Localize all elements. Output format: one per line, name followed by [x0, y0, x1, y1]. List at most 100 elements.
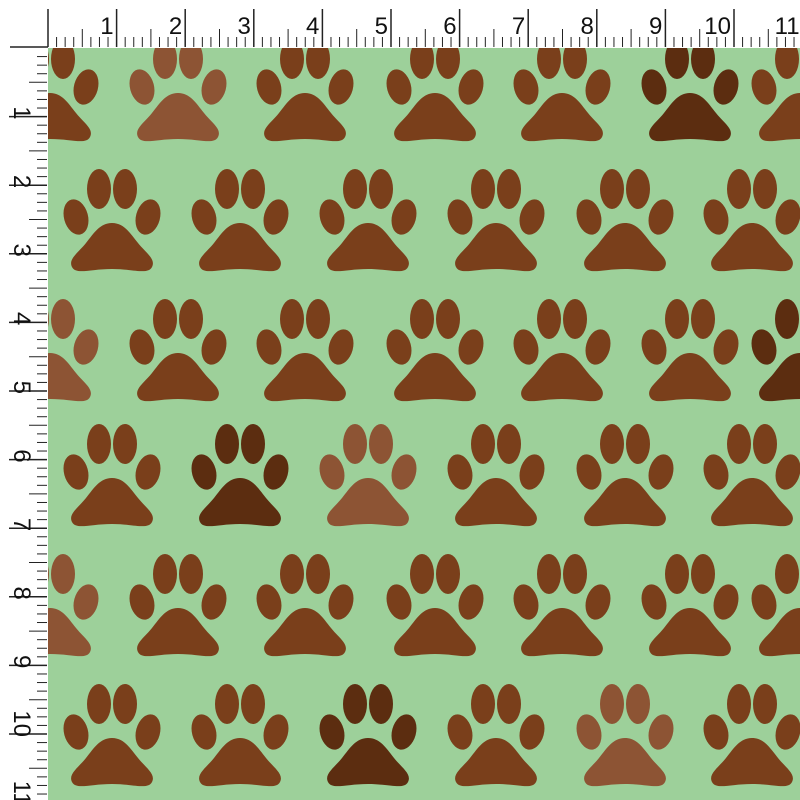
paw-toe — [691, 39, 715, 79]
paw-pad — [711, 478, 793, 527]
paw-toe — [600, 169, 624, 209]
paw-pad — [759, 608, 800, 657]
paw-toe — [215, 684, 239, 724]
top-ruler-label: 11 — [775, 13, 800, 40]
paw-print — [63, 424, 161, 527]
paw-print — [513, 39, 611, 142]
paw-toe — [135, 199, 161, 235]
paw-toe — [447, 714, 473, 750]
paw-pad — [455, 738, 537, 787]
paw-print — [576, 424, 674, 527]
paw-toe — [585, 329, 611, 365]
paw-toe — [626, 424, 650, 464]
paw-print — [751, 299, 800, 402]
left-ruler-label: 3 — [8, 243, 35, 256]
paw-toe — [319, 454, 345, 490]
paw-toe — [328, 329, 354, 365]
paw-toe — [513, 69, 539, 105]
paw-toe — [87, 169, 111, 209]
paw-toe — [775, 554, 799, 594]
paw-toe — [497, 684, 521, 724]
paw-pad — [264, 93, 346, 142]
paw-print — [576, 684, 674, 787]
paw-pad — [137, 353, 219, 402]
left-ruler-label: 1 — [8, 106, 35, 119]
paw-toe — [563, 299, 587, 339]
paw-pad — [584, 478, 666, 527]
paw-toe — [256, 69, 282, 105]
paw-toe — [436, 39, 460, 79]
paw-print — [751, 554, 800, 657]
paw-print — [447, 424, 545, 527]
paw-toe — [471, 684, 495, 724]
paw-toe — [626, 684, 650, 724]
paw-pad — [521, 608, 603, 657]
paw-toe — [201, 584, 227, 620]
top-ruler-label: 6 — [443, 13, 456, 40]
paw-toe — [665, 39, 689, 79]
paw-toe — [391, 199, 417, 235]
paw-toe — [306, 39, 330, 79]
paw-pad — [71, 223, 153, 272]
paw-toe — [751, 329, 777, 365]
paw-pad — [649, 93, 731, 142]
paw-pad — [199, 478, 281, 527]
paw-toe — [600, 684, 624, 724]
paw-toe — [751, 69, 777, 105]
top-ruler-label: 8 — [580, 13, 593, 40]
paw-toe — [179, 299, 203, 339]
paw-toe — [63, 199, 89, 235]
paw-toe — [369, 169, 393, 209]
top-ruler-label: 3 — [237, 13, 250, 40]
paw-toe — [328, 584, 354, 620]
paw-toe — [328, 69, 354, 105]
left-ruler-label: 11 — [8, 781, 35, 800]
paw-pad — [394, 93, 476, 142]
paw-pad — [455, 223, 537, 272]
paw-pad — [649, 353, 731, 402]
paw-toe — [497, 424, 521, 464]
left-ruler-label: 5 — [8, 381, 35, 394]
paw-print — [641, 39, 739, 142]
paw-toe — [626, 169, 650, 209]
paw-toe — [775, 299, 799, 339]
paw-toe — [753, 424, 777, 464]
paw-toe — [263, 199, 289, 235]
paw-toe — [153, 39, 177, 79]
paw-pad — [327, 478, 409, 527]
paw-print — [319, 169, 417, 272]
paw-toe — [241, 169, 265, 209]
paw-pad — [521, 93, 603, 142]
paw-toe — [537, 299, 561, 339]
left-ruler-label: 2 — [8, 175, 35, 188]
paw-toe — [576, 454, 602, 490]
paw-toe — [576, 199, 602, 235]
paw-toe — [563, 39, 587, 79]
paw-toe — [585, 69, 611, 105]
paw-toe — [191, 199, 217, 235]
paw-print — [256, 39, 354, 142]
top-ruler-label: 1 — [100, 13, 113, 40]
paw-toe — [648, 199, 674, 235]
paw-toe — [537, 39, 561, 79]
paw-toe — [129, 69, 155, 105]
paw-toe — [386, 69, 412, 105]
paw-print — [447, 684, 545, 787]
paw-print — [641, 299, 739, 402]
paw-toe — [775, 454, 800, 490]
paw-toe — [306, 554, 330, 594]
fabric-background — [48, 48, 800, 800]
paw-toe — [129, 584, 155, 620]
paw-toe — [665, 554, 689, 594]
top-ruler-label: 4 — [306, 13, 319, 40]
paw-print — [703, 169, 800, 272]
paw-toe — [410, 554, 434, 594]
paw-toe — [113, 169, 137, 209]
paw-toe — [713, 329, 739, 365]
paw-toe — [458, 329, 484, 365]
paw-pad — [521, 353, 603, 402]
paw-toe — [135, 714, 161, 750]
paw-print — [386, 554, 484, 657]
paw-print — [256, 299, 354, 402]
paw-toe — [73, 69, 99, 105]
